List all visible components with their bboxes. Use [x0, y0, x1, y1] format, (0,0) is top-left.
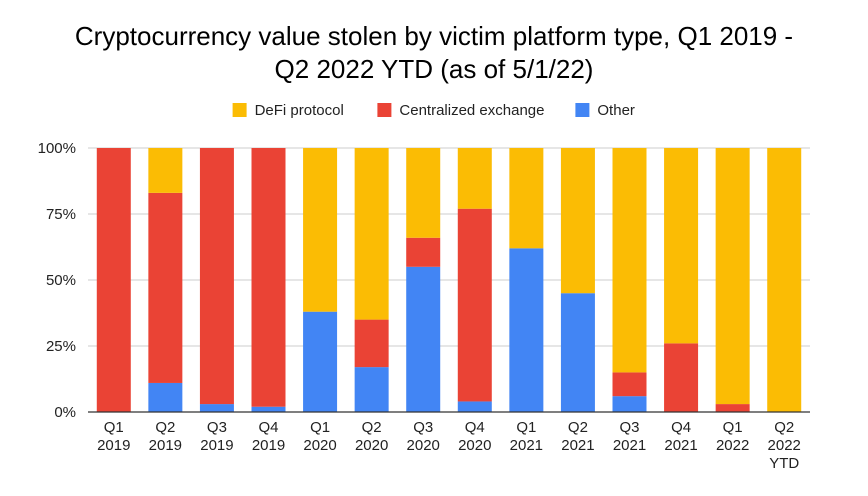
bar-segment-other	[251, 406, 286, 412]
bar-segment-other	[457, 401, 492, 412]
x-tick-label: Q1 2019	[97, 419, 130, 454]
bar-segment-centralized-exchange	[96, 148, 131, 412]
bar-segment-centralized-exchange	[251, 148, 286, 407]
legend-label: Other	[597, 102, 635, 119]
y-tick-label: 25%	[46, 338, 76, 355]
bar-segment-defi-protocol	[457, 148, 492, 209]
bar-segment-centralized-exchange	[612, 372, 647, 397]
chart-title: Cryptocurrency value stolen by victim pl…	[0, 20, 868, 86]
x-tick-label: Q2 2021	[561, 419, 594, 454]
x-tick-label: Q4 2019	[252, 419, 285, 454]
bar-segment-centralized-exchange	[199, 148, 234, 405]
x-tick-label: Q4 2021	[664, 419, 697, 454]
bar-segment-centralized-exchange	[406, 237, 441, 267]
x-tick-label: Q3 2019	[200, 419, 233, 454]
y-tick-label: 50%	[46, 272, 76, 289]
bar-segment-other	[354, 367, 389, 412]
x-tick-label: Q1 2020	[303, 419, 336, 454]
bar-segment-defi-protocol	[148, 148, 183, 193]
legend-label: DeFi protocol	[255, 102, 344, 119]
x-tick-label: Q2 2022 YTD	[768, 419, 801, 472]
bar-segment-defi-protocol	[509, 148, 544, 249]
legend-label: Centralized exchange	[399, 102, 544, 119]
bar-segment-defi-protocol	[664, 148, 699, 344]
gridlines	[88, 147, 810, 347]
y-tick-label: 0%	[54, 404, 76, 421]
bar-segment-centralized-exchange	[354, 319, 389, 368]
bar-segment-centralized-exchange	[457, 208, 492, 402]
bar-segment-defi-protocol	[303, 148, 338, 312]
bar-segment-centralized-exchange	[664, 343, 699, 412]
bar-segment-defi-protocol	[767, 148, 802, 412]
bar-segment-defi-protocol	[354, 148, 389, 320]
bars	[96, 148, 802, 412]
bar-segment-defi-protocol	[612, 148, 647, 373]
bar-segment-other	[303, 311, 338, 412]
chart-title-line-1: Cryptocurrency value stolen by victim pl…	[74, 21, 794, 51]
x-tick-label: Q1 2021	[510, 419, 543, 454]
bar-segment-other	[148, 382, 183, 412]
legend-swatch	[232, 103, 247, 117]
x-tick-label: Q2 2019	[149, 419, 182, 454]
bar-segment-defi-protocol	[715, 148, 750, 405]
bar-segment-centralized-exchange	[148, 192, 183, 383]
x-tick-label: Q4 2020	[458, 419, 491, 454]
bar-segment-centralized-exchange	[715, 404, 750, 412]
legend-swatch	[575, 103, 590, 117]
x-tick-label: Q1 2022	[716, 419, 749, 454]
chart-legend: DeFi protocol Centralized exchange Other	[232, 102, 635, 119]
bar-segment-other	[612, 396, 647, 412]
legend-item-defi-protocol: DeFi protocol	[232, 102, 344, 119]
x-tick-label: Q2 2020	[355, 419, 388, 454]
chart-title-line-2: Q2 2022 YTD (as of 5/1/22)	[274, 54, 594, 84]
bar-segment-other	[406, 266, 441, 412]
bar-segment-defi-protocol	[560, 148, 595, 294]
x-axis: Q1 2019 Q2 2019 Q3 2019 Q4 2019 Q1 2020 Q2 2020 Q3 20…	[88, 411, 810, 472]
legend-item-other: Other	[575, 102, 635, 119]
bar-segment-other	[199, 404, 234, 412]
y-tick-label: 100%	[38, 140, 76, 157]
bar-segment-other	[509, 248, 544, 412]
x-tick-label: Q3 2020	[407, 419, 440, 454]
x-tick-label: Q3 2021	[613, 419, 646, 454]
y-axis: 0% 25% 50% 75% 100%	[38, 140, 76, 421]
legend-swatch	[377, 103, 392, 117]
legend-item-centralized-exchange: Centralized exchange	[377, 102, 544, 119]
bar-segment-other	[560, 293, 595, 412]
bar-segment-defi-protocol	[406, 148, 441, 238]
y-tick-label: 75%	[46, 206, 76, 223]
